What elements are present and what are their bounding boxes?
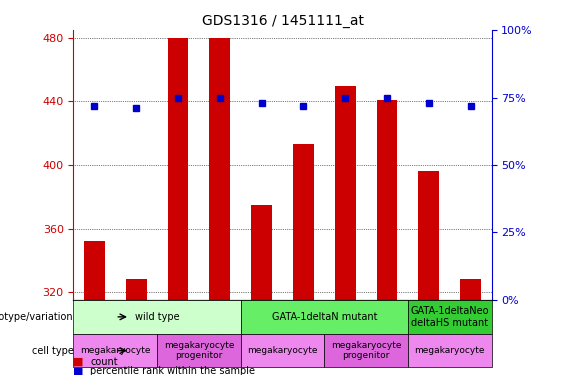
Text: megakaryocyte
progenitor: megakaryocyte progenitor: [331, 341, 401, 360]
FancyBboxPatch shape: [324, 334, 408, 368]
FancyBboxPatch shape: [157, 334, 241, 368]
Text: cell type: cell type: [32, 346, 73, 355]
Text: megakaryocyte: megakaryocyte: [80, 346, 150, 355]
Text: GATA-1deltaNeo
deltaHS mutant: GATA-1deltaNeo deltaHS mutant: [411, 306, 489, 328]
Text: percentile rank within the sample: percentile rank within the sample: [90, 366, 255, 375]
Text: ■: ■: [73, 366, 84, 375]
Text: GATA-1deltaN mutant: GATA-1deltaN mutant: [272, 312, 377, 322]
Bar: [84, 241, 105, 300]
Bar: [377, 100, 398, 300]
FancyBboxPatch shape: [241, 300, 408, 334]
Text: ■: ■: [73, 357, 84, 367]
FancyBboxPatch shape: [73, 300, 241, 334]
Bar: [334, 86, 356, 300]
FancyBboxPatch shape: [408, 300, 492, 334]
Bar: [167, 38, 189, 300]
Text: megakaryocyte: megakaryocyte: [415, 346, 485, 355]
Bar: [418, 171, 440, 300]
Bar: [293, 144, 314, 300]
FancyBboxPatch shape: [241, 334, 324, 368]
Text: wild type: wild type: [135, 312, 179, 322]
Title: GDS1316 / 1451111_at: GDS1316 / 1451111_at: [202, 13, 363, 28]
Text: megakaryocyte
progenitor: megakaryocyte progenitor: [164, 341, 234, 360]
Text: count: count: [90, 357, 118, 367]
Bar: [460, 279, 481, 300]
Bar: [209, 38, 231, 300]
Text: megakaryocyte: megakaryocyte: [247, 346, 318, 355]
Bar: [251, 205, 272, 300]
FancyBboxPatch shape: [408, 334, 492, 368]
Bar: [125, 279, 147, 300]
FancyBboxPatch shape: [73, 334, 157, 368]
Text: genotype/variation: genotype/variation: [0, 312, 73, 322]
